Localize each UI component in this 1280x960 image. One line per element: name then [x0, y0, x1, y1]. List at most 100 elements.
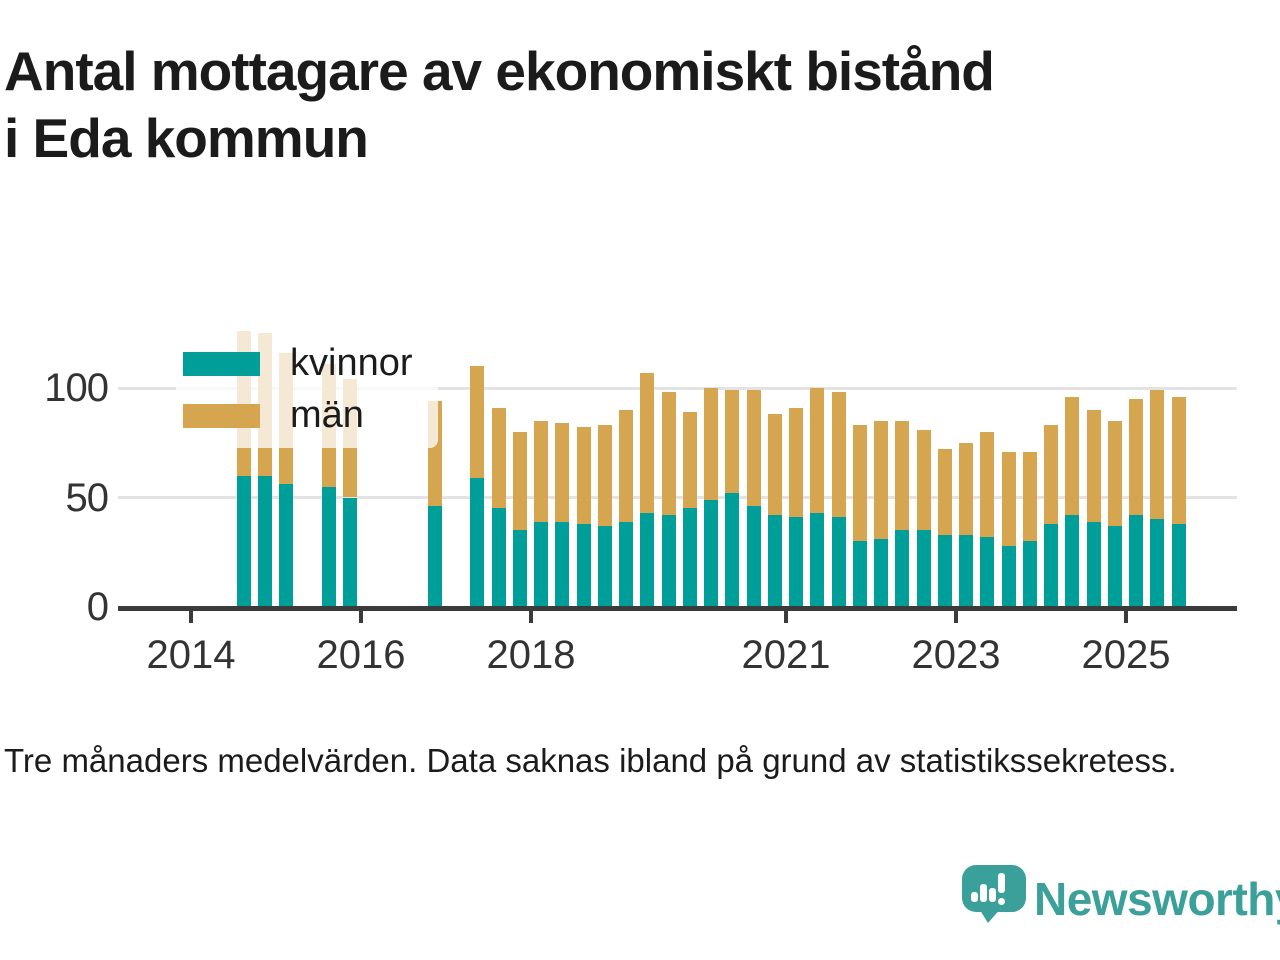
- x-axis-label-2018: 2018: [486, 633, 576, 677]
- bar-kvinnor-2019 Q3: [661, 515, 676, 607]
- legend-swatch-kvinnor: [183, 351, 260, 376]
- bar-kvinnor-2020 Q2: [725, 493, 740, 607]
- bar-kvinnor-2015 Q3: [321, 486, 336, 607]
- footnote: Tre månaders medelvärden. Data saknas ib…: [4, 742, 1177, 779]
- bar-man-2019 Q1: [619, 409, 633, 522]
- bar-man-2024 Q4: [1107, 420, 1122, 526]
- bar-man-2018 Q3: [576, 427, 591, 524]
- gridline-100: [118, 386, 1237, 390]
- bar-kvinnor-2019 Q1: [619, 521, 633, 607]
- gridline-50: [118, 496, 1237, 499]
- newsworthy-wordmark: Newsworthy: [1034, 873, 1280, 925]
- bar-kvinnor-2023 Q1: [959, 534, 973, 607]
- bar-kvinnor-2025 Q3: [1171, 523, 1186, 607]
- x-axis-label-2025: 2025: [1081, 633, 1171, 677]
- bar-man-2021 Q4: [852, 425, 867, 542]
- bar-man-2019 Q4: [682, 412, 697, 509]
- bar-man-2019 Q2: [640, 372, 655, 513]
- bar-kvinnor-2018 Q2: [555, 521, 570, 607]
- bar-man-2022 Q3: [916, 429, 931, 531]
- bar-kvinnor-2023 Q2: [980, 536, 995, 607]
- page-title: Antal mottagare av ekonomiskt bistånd i …: [4, 38, 1276, 172]
- page-title-line-2: i Eda kommun: [4, 107, 369, 170]
- bar-man-2025 Q2: [1150, 390, 1165, 520]
- bar-kvinnor-2015 Q4: [342, 497, 357, 607]
- bar-kvinnor-2014 Q4: [257, 475, 272, 607]
- bar-kvinnor-2014 Q3: [236, 475, 251, 607]
- bar-kvinnor-2019 Q4: [682, 508, 697, 607]
- bar-kvinnor-2021 Q2: [810, 512, 825, 607]
- bar-kvinnor-2022 Q2: [895, 530, 910, 607]
- y-axis-label-50: 50: [65, 475, 110, 520]
- bar-man-2024 Q3: [1086, 409, 1101, 522]
- bar-kvinnor-2025 Q1: [1129, 515, 1143, 607]
- bar-man-2017 Q4: [512, 431, 527, 531]
- bar-kvinnor-2021 Q3: [831, 517, 846, 607]
- legend-item-man: män: [176, 390, 438, 442]
- x-axis-label-2021: 2021: [741, 633, 831, 677]
- bar-man-2021 Q1: [789, 407, 803, 518]
- bar-kvinnor-2025 Q2: [1150, 519, 1165, 607]
- x-axis-tick-2021: [784, 609, 788, 623]
- bar-kvinnor-2017 Q4: [512, 530, 527, 607]
- x-axis-tick-2016: [359, 609, 363, 623]
- bar-kvinnor-2024 Q2: [1065, 515, 1080, 607]
- bar-man-2021 Q3: [831, 392, 846, 518]
- page-title-line-1: Antal mottagare av ekonomiskt bistånd: [4, 40, 995, 102]
- bar-man-2024 Q2: [1065, 396, 1080, 515]
- bar-man-2023 Q1: [959, 442, 973, 535]
- bar-man-2018 Q4: [597, 425, 612, 526]
- x-axis-line: [118, 606, 1237, 611]
- bar-man-2019 Q3: [661, 392, 676, 515]
- bar-kvinnor-2015 Q1: [279, 484, 293, 607]
- x-axis-tick-2014: [189, 609, 193, 623]
- y-axis-label-100: 100: [44, 366, 109, 410]
- bar-kvinnor-2024 Q1: [1044, 523, 1058, 607]
- bar-man-2017 Q3: [491, 407, 506, 509]
- bar-man-2020 Q1: [704, 388, 718, 500]
- bar-kvinnor-2020 Q3: [746, 506, 761, 607]
- newsworthy-logo-icon: [962, 865, 1026, 923]
- bar-man-2025 Q3: [1171, 396, 1186, 524]
- bar-man-2023 Q3: [1001, 451, 1016, 546]
- legend-swatch-man: [183, 403, 260, 428]
- bar-man-2017 Q2: [470, 366, 485, 478]
- bar-man-2023 Q4: [1022, 451, 1037, 542]
- bar-kvinnor-2022 Q4: [937, 534, 952, 607]
- x-axis-label-2023: 2023: [911, 633, 1001, 677]
- bar-kvinnor-2016 Q4: [427, 506, 442, 607]
- bar-kvinnor-2018 Q1: [534, 521, 548, 607]
- bar-kvinnor-2020 Q4: [767, 515, 782, 607]
- y-axis-label-0: 0: [86, 585, 109, 629]
- bar-kvinnor-2024 Q4: [1107, 525, 1122, 607]
- bar-man-2025 Q1: [1129, 398, 1143, 515]
- x-axis-label-2014: 2014: [146, 633, 236, 677]
- bar-man-2022 Q2: [895, 420, 910, 531]
- bar-kvinnor-2021 Q1: [789, 517, 803, 607]
- legend-item-kvinnor: kvinnor: [176, 338, 438, 390]
- bar-kvinnor-2021 Q4: [852, 541, 867, 607]
- x-axis-tick-2025: [1124, 609, 1128, 623]
- bar-man-2018 Q2: [555, 423, 570, 522]
- bar-man-2018 Q1: [534, 420, 548, 522]
- bar-man-2020 Q3: [746, 390, 761, 507]
- bar-man-2020 Q4: [767, 414, 782, 515]
- bar-kvinnor-2017 Q3: [491, 508, 506, 607]
- bar-man-2024 Q1: [1044, 425, 1058, 524]
- bar-kvinnor-2023 Q3: [1001, 545, 1016, 607]
- bar-kvinnor-2022 Q1: [874, 539, 888, 607]
- x-axis-tick-2023: [954, 609, 958, 623]
- bar-kvinnor-2018 Q3: [576, 523, 591, 607]
- bar-man-2020 Q2: [725, 390, 740, 494]
- bar-kvinnor-2019 Q2: [640, 512, 655, 607]
- bar-kvinnor-2022 Q3: [916, 530, 931, 607]
- bar-man-2022 Q4: [937, 449, 952, 535]
- bar-kvinnor-2018 Q4: [597, 525, 612, 607]
- bar-man-2023 Q2: [980, 431, 995, 537]
- bar-kvinnor-2024 Q3: [1086, 521, 1101, 607]
- chart-legend: kvinnor män: [176, 331, 438, 448]
- bar-kvinnor-2023 Q4: [1022, 541, 1037, 607]
- bar-kvinnor-2017 Q2: [470, 477, 485, 607]
